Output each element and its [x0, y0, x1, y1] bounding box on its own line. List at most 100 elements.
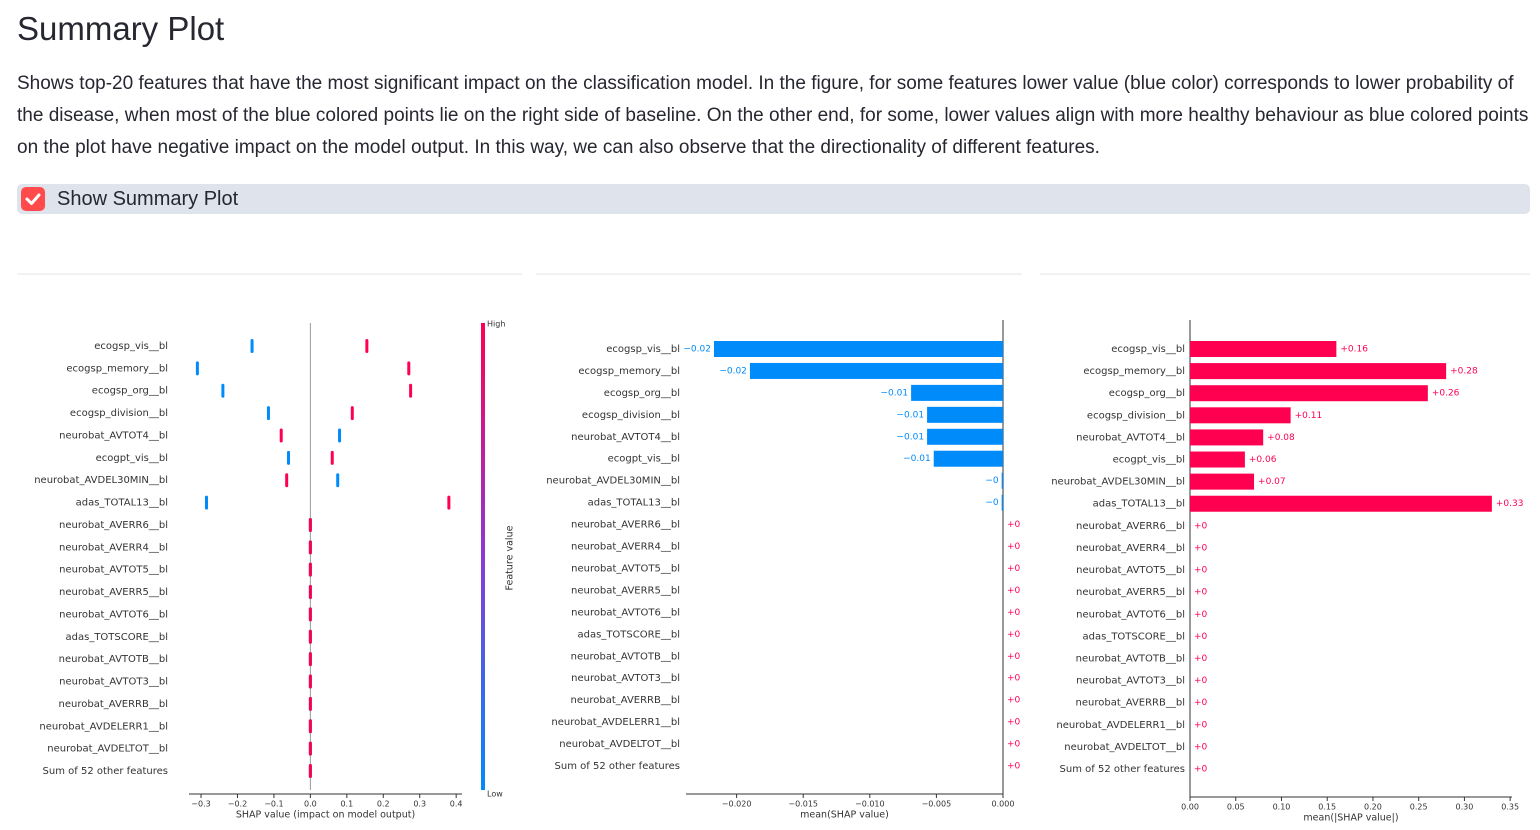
point — [308, 719, 312, 734]
bar — [1190, 473, 1255, 490]
value-label: +0 — [1007, 740, 1021, 750]
value-label: −0.01 — [896, 432, 924, 442]
bar — [1190, 341, 1337, 357]
bar — [1190, 385, 1428, 402]
value-label: +0.07 — [1258, 477, 1286, 487]
point — [407, 361, 411, 376]
value-label: +0 — [1194, 765, 1208, 775]
bar — [1190, 363, 1447, 380]
point — [330, 450, 334, 465]
x-tick-label: 0.10 — [1273, 803, 1291, 812]
category-label: ecogpt_vis__bl — [608, 454, 680, 465]
point — [250, 339, 254, 353]
category-label: neurobat_AVDEL30MIN__bl — [34, 475, 168, 486]
value-label: −0.02 — [719, 366, 747, 376]
category-label: ecogsp_org__bl — [92, 386, 168, 397]
category-label: ecogsp_division__bl — [1087, 410, 1185, 421]
x-tick-label: 0.15 — [1318, 803, 1336, 812]
category-label: neurobat_AVTOT6__bl — [1076, 609, 1185, 620]
category-label: neurobat_AVDELERR1__bl — [1056, 720, 1185, 731]
category-label: ecogpt_vis__bl — [1113, 455, 1185, 466]
category-label: neurobat_AVERR6__bl — [1076, 521, 1185, 532]
category-label: ecogpt_vis__bl — [96, 453, 168, 464]
category-label: ecogsp_vis__bl — [94, 341, 168, 352]
point — [308, 741, 312, 756]
x-axis-label: SHAP value (impact on model output) — [236, 810, 415, 821]
value-label: +0 — [1194, 676, 1208, 686]
category-label: adas_TOTAL13__bl — [76, 498, 168, 509]
point — [447, 495, 451, 510]
bar — [1001, 472, 1003, 489]
value-label: −0.01 — [896, 410, 924, 420]
category-label: neurobat_AVERR4__bl — [59, 542, 168, 553]
category-label: neurobat_AVTOT3__bl — [59, 677, 168, 688]
category-label: adas_TOTAL13__bl — [588, 498, 680, 509]
category-label: neurobat_AVDEL30MIN__bl — [1051, 477, 1185, 488]
point — [350, 406, 354, 421]
value-label: +0 — [1007, 608, 1021, 618]
point — [308, 652, 312, 667]
category-label: neurobat_AVTOT5__bl — [59, 565, 168, 576]
category-label: ecogsp_memory__bl — [66, 363, 168, 374]
point — [308, 562, 312, 577]
value-label: +0 — [1194, 543, 1208, 553]
category-label: neurobat_AVTOT4__bl — [1076, 432, 1185, 443]
value-label: +0 — [1194, 610, 1208, 620]
value-label: +0.26 — [1432, 389, 1460, 399]
checkbox[interactable] — [21, 187, 45, 211]
bar — [1001, 494, 1003, 511]
x-tick-label: 0.35 — [1501, 803, 1519, 812]
category-label: adas_TOTSCORE__bl — [1083, 631, 1186, 642]
point — [221, 383, 225, 398]
category-label: neurobat_AVERR6__bl — [59, 520, 168, 531]
category-label: neurobat_AVTOT4__bl — [571, 432, 680, 443]
bar — [911, 384, 1003, 401]
category-label: neurobat_AVERR5__bl — [1076, 587, 1185, 598]
x-tick-label: 0.1 — [340, 800, 353, 809]
value-label: +0.06 — [1249, 455, 1277, 465]
description: Shows top-20 features that have the most… — [17, 73, 1529, 158]
page-title: Summary Plot — [17, 10, 225, 47]
bar — [749, 362, 1003, 379]
x-tick-label: 0.000 — [992, 800, 1015, 809]
x-tick-label: 0.3 — [413, 800, 426, 809]
category-label: adas_TOTAL13__bl — [1093, 499, 1185, 510]
check-icon — [25, 193, 41, 205]
category-label: ecogsp_division__bl — [582, 410, 680, 421]
checkbox-label[interactable]: Show Summary Plot — [57, 188, 239, 210]
point — [204, 495, 208, 510]
point — [338, 428, 342, 443]
point — [195, 361, 199, 376]
category-label: neurobat_AVTOT5__bl — [1076, 565, 1185, 576]
bar — [933, 450, 1003, 467]
category-label: neurobat_AVTOTB__bl — [59, 654, 168, 665]
bar — [1190, 495, 1492, 512]
value-label: +0 — [1194, 654, 1208, 664]
x-tick-label: 0.05 — [1227, 803, 1245, 812]
category-label: neurobat_AVERR4__bl — [571, 542, 680, 553]
x-tick-label: −0.3 — [191, 800, 210, 809]
checkbox-row[interactable]: Show Summary Plot — [17, 184, 1530, 214]
category-label: neurobat_AVTOT4__bl — [59, 430, 168, 441]
category-label: ecogsp_memory__bl — [1083, 366, 1185, 377]
value-label: +0.28 — [1450, 367, 1478, 377]
bar — [1190, 407, 1291, 424]
bar — [1190, 451, 1245, 468]
category-label: Sum of 52 other features — [555, 761, 680, 772]
bar — [927, 428, 1003, 445]
value-label: +0 — [1007, 652, 1021, 662]
point — [308, 674, 312, 689]
category-label: neurobat_AVDELERR1__bl — [39, 721, 168, 732]
category-label: neurobat_AVERR5__bl — [571, 585, 680, 596]
x-tick-label: −0.010 — [855, 800, 885, 809]
category-label: ecogsp_org__bl — [604, 388, 680, 399]
bar — [927, 406, 1003, 423]
value-label: −0 — [985, 498, 999, 508]
category-label: neurobat_AVDELTOT__bl — [47, 744, 168, 755]
value-label: −0.01 — [881, 388, 909, 398]
category-label: ecogsp_memory__bl — [578, 366, 680, 377]
point — [409, 383, 413, 398]
value-label: +0 — [1194, 720, 1208, 730]
